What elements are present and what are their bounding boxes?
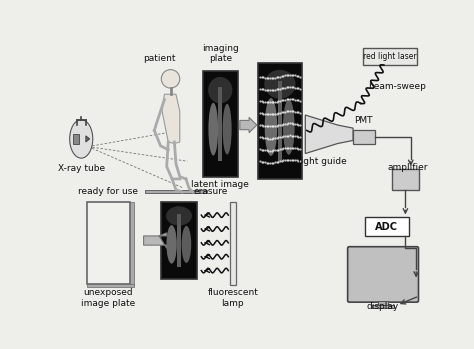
Text: latent image: latent image — [191, 180, 249, 189]
Ellipse shape — [70, 120, 93, 158]
Bar — [278, 81, 282, 162]
Bar — [354, 253, 408, 293]
Text: ready for use: ready for use — [78, 187, 138, 196]
Ellipse shape — [182, 226, 191, 263]
Ellipse shape — [384, 265, 399, 284]
Polygon shape — [86, 136, 90, 142]
Text: patient: patient — [143, 54, 175, 64]
Text: PMT: PMT — [354, 116, 372, 125]
Bar — [219, 87, 222, 161]
Text: display: display — [367, 302, 399, 311]
Text: red light laser: red light laser — [363, 52, 417, 61]
Bar — [177, 214, 181, 267]
Text: X-ray tube: X-ray tube — [58, 164, 105, 172]
Ellipse shape — [223, 104, 232, 155]
Bar — [203, 71, 237, 177]
Text: unexposed
image plate: unexposed image plate — [81, 288, 135, 308]
Bar — [230, 202, 236, 285]
Text: fluorescent
lamp: fluorescent lamp — [208, 288, 258, 308]
Bar — [392, 169, 419, 191]
Ellipse shape — [166, 206, 192, 225]
Bar — [257, 64, 302, 179]
Ellipse shape — [283, 99, 295, 155]
Text: imaging
plate: imaging plate — [202, 44, 238, 64]
Text: amplifier: amplifier — [388, 163, 428, 172]
Ellipse shape — [264, 70, 295, 99]
Polygon shape — [162, 94, 180, 143]
Bar — [378, 300, 388, 305]
Ellipse shape — [209, 103, 218, 156]
Bar — [378, 259, 383, 287]
Ellipse shape — [208, 77, 232, 103]
Text: erasure: erasure — [193, 187, 228, 196]
Bar — [145, 190, 207, 193]
Polygon shape — [144, 233, 167, 248]
Polygon shape — [240, 117, 257, 133]
Text: ADC: ADC — [375, 222, 399, 232]
Bar — [353, 130, 374, 143]
Bar — [130, 202, 134, 285]
Bar — [363, 48, 417, 65]
Bar — [73, 134, 79, 143]
Bar — [87, 202, 130, 284]
Polygon shape — [305, 115, 353, 154]
Bar — [87, 284, 134, 287]
Bar — [365, 217, 409, 236]
Bar — [161, 202, 198, 279]
FancyBboxPatch shape — [347, 247, 419, 302]
Bar — [372, 305, 394, 308]
Ellipse shape — [166, 225, 177, 263]
Text: light guide: light guide — [298, 157, 346, 166]
Ellipse shape — [264, 98, 277, 156]
Ellipse shape — [363, 265, 377, 285]
Ellipse shape — [362, 255, 400, 265]
Text: beam-sweep: beam-sweep — [368, 82, 426, 91]
Circle shape — [161, 69, 180, 88]
